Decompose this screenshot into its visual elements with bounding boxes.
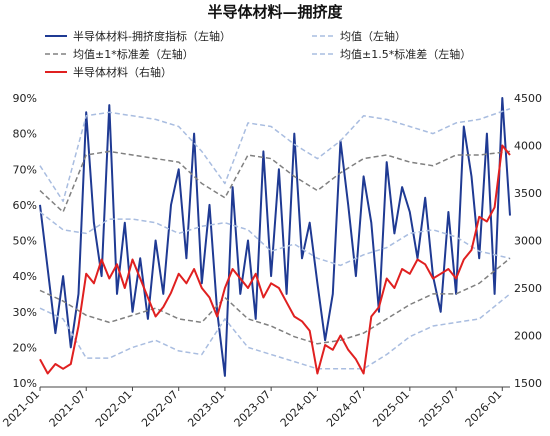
x-tick-label: 2024-07 — [324, 388, 366, 430]
x-tick-label: 2021-07 — [47, 388, 89, 430]
right-tick-label: 3000 — [514, 235, 542, 248]
right-tick-label: 1500 — [514, 377, 542, 390]
chart-title: 半导体材料—拥挤度 — [207, 3, 343, 21]
left-tick-label: 80% — [13, 128, 37, 141]
right-tick-label: 2500 — [514, 282, 542, 295]
left-tick-label: 50% — [13, 235, 37, 248]
left-tick-label: 90% — [13, 92, 37, 105]
series-line — [39, 97, 511, 377]
series-line — [39, 257, 511, 345]
legend: 半导体材料-拥挤度指标（左轴） 均值（左轴） 均值±1*标准差（左轴） 均值±1.5*… — [45, 29, 471, 79]
x-tick-label: 2022-07 — [139, 388, 181, 430]
right-tick-label: 4000 — [514, 140, 542, 153]
left-tick-label: 30% — [13, 306, 37, 319]
left-tick-label: 20% — [13, 341, 37, 354]
x-tick-label: 2022-01 — [93, 388, 135, 430]
x-tick-label: 2025-01 — [370, 388, 412, 430]
left-tick-label: 60% — [13, 199, 37, 212]
left-tick-label: 70% — [13, 163, 37, 176]
series-group — [39, 97, 511, 377]
axes: 10% 20% 30% 40% 50% 60% 70% 80% 90% 1500 2000 2500 3… — [0, 92, 542, 430]
series-line — [39, 144, 511, 375]
legend-label: 均值±1*标准差（左轴） — [73, 47, 194, 61]
x-tick-label: 2025-07 — [416, 388, 458, 430]
x-tick-label: 2023-01 — [185, 388, 227, 430]
right-tick-label: 3500 — [514, 187, 542, 200]
legend-label: 半导体材料（右轴） — [73, 65, 172, 79]
left-tick-label: 40% — [13, 270, 37, 283]
series-line — [39, 107, 511, 203]
right-tick-label: 2000 — [514, 330, 542, 343]
series-line — [39, 150, 511, 213]
legend-label: 均值±1.5*标准差（左轴） — [340, 47, 471, 61]
left-tick-label: 10% — [13, 377, 37, 390]
legend-label: 半导体材料-拥挤度指标（左轴） — [73, 29, 231, 43]
x-tick-label: 2023-07 — [232, 388, 274, 430]
x-tick-label: 2026-01 — [463, 388, 505, 430]
right-tick-label: 4500 — [514, 92, 542, 105]
x-tick-label: 2021-01 — [0, 388, 42, 430]
x-tick-label: 2024-01 — [278, 388, 320, 430]
legend-label: 均值（左轴） — [340, 29, 406, 43]
